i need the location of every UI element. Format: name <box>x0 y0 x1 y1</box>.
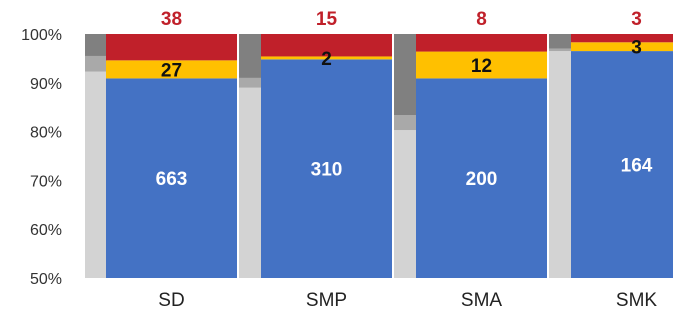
data-label-top: 15 <box>316 9 338 30</box>
data-label-middle: 12 <box>471 56 492 77</box>
comparison-segment <box>549 34 571 49</box>
bar-segment-middle <box>261 56 392 60</box>
bar-segment-main <box>106 78 237 279</box>
bar-segment-middle <box>416 51 547 79</box>
data-labels: 663 27 38 310 2 15 200 12 8 164 3 3 <box>156 9 653 190</box>
data-label-main: 310 <box>311 160 343 181</box>
bar-segment-top <box>261 34 392 57</box>
data-label-main: 164 <box>621 156 653 177</box>
x-category-label: SMP <box>306 290 347 311</box>
y-tick-label: 50% <box>30 271 62 288</box>
comparison-segment <box>85 71 107 279</box>
x-axis: SD SMP SMA SMK <box>158 290 657 311</box>
data-label-top: 38 <box>161 9 182 30</box>
data-label-top: 8 <box>476 9 487 30</box>
y-tick-label: 90% <box>30 76 62 93</box>
bars <box>106 34 673 279</box>
data-label-main: 200 <box>466 169 498 190</box>
y-tick-label: 100% <box>21 27 62 44</box>
x-category-label: SD <box>158 290 184 311</box>
data-label-main: 663 <box>156 169 188 190</box>
bar-segment-main <box>261 59 392 278</box>
comparison-segment <box>239 87 261 279</box>
bar-segment-main <box>571 51 673 278</box>
comparison-segment <box>394 115 416 131</box>
comparison-segment <box>239 34 261 78</box>
comparison-segment <box>549 51 571 278</box>
bar-segment-top <box>571 34 673 43</box>
bar-segment-top <box>106 34 237 61</box>
comparison-segment <box>85 55 107 72</box>
y-tick-label: 80% <box>30 125 62 142</box>
comparison-segment <box>239 77 261 88</box>
comparison-segment <box>549 48 571 52</box>
x-category-label: SMA <box>461 290 503 311</box>
bar-segment-middle <box>106 60 237 79</box>
data-label-middle: 27 <box>161 60 182 81</box>
data-label-middle: 2 <box>321 49 332 70</box>
y-axis: 50% 60% 70% 80% 90% 100% <box>21 27 62 288</box>
comparison-bars <box>85 34 571 279</box>
x-category-label: SMK <box>616 290 658 311</box>
bar-segment-middle <box>571 42 673 52</box>
comparison-segment <box>394 130 416 278</box>
y-tick-label: 70% <box>30 173 62 190</box>
comparison-segment <box>85 34 107 56</box>
bar-segment-main <box>416 78 547 279</box>
comparison-segment <box>394 34 416 116</box>
y-tick-label: 60% <box>30 222 62 239</box>
data-label-top: 3 <box>631 9 642 30</box>
data-label-middle: 3 <box>631 38 642 59</box>
bar-segment-top <box>416 34 547 52</box>
